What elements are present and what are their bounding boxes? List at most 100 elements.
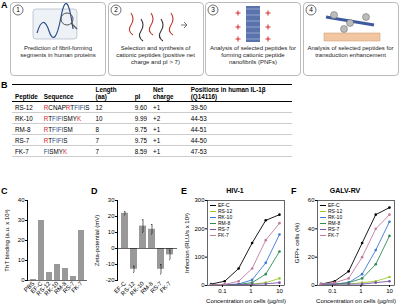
html-text:HIV-1: HIV-1 xyxy=(226,187,244,194)
html-text:F I S M Y K: F I S M Y K xyxy=(43,147,68,155)
svg-text:-10: -10 xyxy=(106,261,115,267)
html-text:Peptide: Peptide xyxy=(15,93,38,100)
svg-text:RS-12: RS-12 xyxy=(35,280,52,297)
svg-text:RM-8: RM-8 xyxy=(52,280,68,295)
html-text:9.75: 9.75 xyxy=(134,125,147,133)
svg-text:Zeta-potential (mV): Zeta-potential (mV) xyxy=(94,215,100,266)
svg-text:RS-12: RS-12 xyxy=(119,280,137,297)
svg-text:300: 300 xyxy=(194,197,205,203)
svg-text:10: 10 xyxy=(18,257,25,263)
svg-text:ThT binding (a.u. x 10³): ThT binding (a.u. x 10³) xyxy=(4,209,10,271)
html-text:Analysis of selected peptides: Analysis of selected peptides for formin… xyxy=(210,45,296,65)
svg-text:EF-C: EF-C xyxy=(112,280,128,295)
svg-text:2: 2 xyxy=(114,6,118,13)
svg-text:Infection (RLU/s x 10³): Infection (RLU/s x 10³) xyxy=(184,213,190,273)
svg-text:20: 20 xyxy=(18,237,25,243)
svg-text:EF-C: EF-C xyxy=(29,280,44,295)
svg-text:60: 60 xyxy=(308,197,315,203)
html-text:R C N A P R T F I F I S: R C N A P R T F I F I S xyxy=(43,103,90,111)
svg-text:200: 200 xyxy=(194,226,205,232)
svg-text:30: 30 xyxy=(18,217,25,223)
svg-text:0.1: 0.1 xyxy=(218,288,227,294)
svg-text:RS-7: RS-7 xyxy=(61,280,76,295)
svg-text:1: 1 xyxy=(16,6,20,13)
svg-text:40: 40 xyxy=(18,197,25,203)
html-text:EF-C: EF-C xyxy=(328,202,340,208)
html-text:Sequence: Sequence xyxy=(43,93,74,100)
html-text:RK-10: RK-10 xyxy=(15,114,33,122)
html-text:Net charge: Net charge xyxy=(153,86,174,100)
svg-text:30: 30 xyxy=(108,197,115,203)
html-text:A: A xyxy=(1,0,8,10)
html-text:F: F xyxy=(291,186,297,196)
svg-text:10: 10 xyxy=(108,229,115,235)
html-text:+1: +1 xyxy=(153,147,161,155)
html-text:RK-10: RK-10 xyxy=(218,214,233,220)
svg-text:1: 1 xyxy=(249,288,253,294)
html-text:R T F I F I S: R T F I F I S xyxy=(43,136,68,144)
svg-text:-20: -20 xyxy=(106,277,115,283)
svg-text:10: 10 xyxy=(386,288,393,294)
html-text:RS-12: RS-12 xyxy=(218,208,233,214)
svg-text:10: 10 xyxy=(276,288,283,294)
html-text:12: 12 xyxy=(95,103,103,111)
html-text:Length (aa): Length (aa) xyxy=(95,86,117,100)
svg-text:RK-10: RK-10 xyxy=(43,280,60,297)
svg-text:0.1: 0.1 xyxy=(328,288,337,294)
html-text:44-53: 44-53 xyxy=(190,114,207,122)
html-text:+1: +1 xyxy=(153,136,161,144)
html-text:47-53: 47-53 xyxy=(190,147,207,155)
html-text:RS-7: RS-7 xyxy=(15,136,30,144)
svg-text:GFP+ cells (%): GFP+ cells (%) xyxy=(294,223,300,264)
svg-text:1: 1 xyxy=(359,288,363,294)
html-text:9.60: 9.60 xyxy=(134,103,147,111)
html-text:44-51: 44-51 xyxy=(190,125,207,133)
html-text:RM-8: RM-8 xyxy=(218,220,231,226)
svg-text:0: 0 xyxy=(201,282,205,288)
html-text:RM-8: RM-8 xyxy=(15,125,31,133)
html-text:9.75: 9.75 xyxy=(134,136,147,144)
html-text:pI: pI xyxy=(134,93,141,100)
svg-text:3: 3 xyxy=(211,6,215,13)
html-text:Positions in human IL-1β (Q141: Positions in human IL-1β (Q14116) xyxy=(190,86,266,100)
html-text:FK-7: FK-7 xyxy=(15,147,29,155)
html-text:Analysis of selected peptides: Analysis of selected peptides for transd… xyxy=(307,45,394,58)
html-text:GALV-RV: GALV-RV xyxy=(329,187,361,194)
svg-text:Concentration on cells (µg/ml): Concentration on cells (µg/ml) xyxy=(316,298,396,304)
html-text:FK-7: FK-7 xyxy=(218,232,229,238)
html-text:44-50: 44-50 xyxy=(190,136,207,144)
html-text:39-50: 39-50 xyxy=(190,103,207,111)
html-text:B: B xyxy=(1,80,8,90)
html-text:R T F I F I S M: R T F I F I S M xyxy=(43,125,73,133)
svg-text:PBS: PBS xyxy=(22,280,36,294)
svg-text:40: 40 xyxy=(308,226,315,232)
html-text:Prediction of fibril-forming s: Prediction of fibril-forming segments in… xyxy=(20,45,96,58)
html-text:9.99: 9.99 xyxy=(134,114,147,122)
svg-text:0: 0 xyxy=(21,277,25,283)
html-text:+2: +2 xyxy=(153,114,161,122)
html-text:EF-C: EF-C xyxy=(218,202,230,208)
svg-text:RS-7: RS-7 xyxy=(149,280,164,295)
svg-text:FK-7: FK-7 xyxy=(70,280,84,294)
svg-text:20: 20 xyxy=(308,254,315,260)
svg-text:4: 4 xyxy=(309,6,313,13)
html-text:+1: +1 xyxy=(153,125,161,133)
html-text:8.59: 8.59 xyxy=(134,147,147,155)
html-text:Selection and synthesis of cat: Selection and synthesis of cationic pept… xyxy=(116,45,195,65)
html-text:+1: +1 xyxy=(153,103,161,111)
html-text:RS-7: RS-7 xyxy=(218,226,230,232)
svg-text:0: 0 xyxy=(311,282,315,288)
svg-text:RK-10: RK-10 xyxy=(128,280,146,297)
svg-text:Concentration on cells (µg/ml): Concentration on cells (µg/ml) xyxy=(206,298,286,304)
svg-text:100: 100 xyxy=(194,254,205,260)
html-text:RS-12: RS-12 xyxy=(15,103,33,111)
html-text:R T F I F I S M Y K: R T F I F I S M Y K xyxy=(43,114,82,122)
svg-text:RM-8: RM-8 xyxy=(139,280,155,295)
svg-text:20: 20 xyxy=(108,213,115,219)
svg-text:FK-7: FK-7 xyxy=(159,280,173,294)
html-text:D: D xyxy=(91,186,98,196)
html-text:10: 10 xyxy=(95,114,103,122)
svg-text:0: 0 xyxy=(111,245,115,251)
html-text:E: E xyxy=(181,186,187,196)
html-text:C: C xyxy=(1,186,8,196)
